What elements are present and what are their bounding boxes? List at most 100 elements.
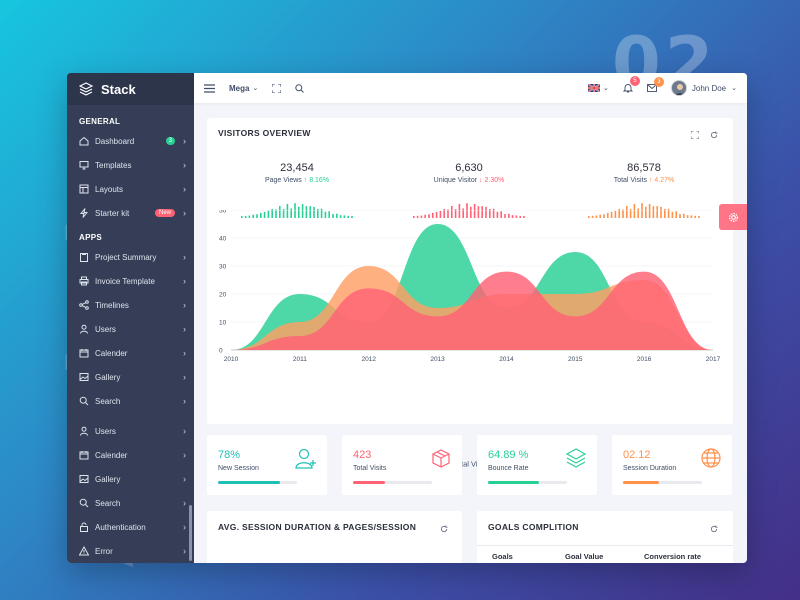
sidebar-item-starter-kit[interactable]: Starter kit New ›	[67, 201, 194, 225]
sparkline-bar	[267, 210, 270, 218]
sidebar-item-calender[interactable]: Calender ›	[67, 443, 194, 467]
chevron-right-icon: ›	[183, 522, 186, 532]
sidebar-item-label: Invoice Template	[95, 276, 155, 286]
stat-label: Total Visits ↑ 4.27%	[613, 177, 675, 184]
sparkline-bar	[439, 210, 442, 218]
sparkline-bar	[279, 206, 281, 218]
messages-button[interactable]: 3	[646, 77, 664, 92]
y-tick-label: 40	[219, 236, 227, 243]
new-badge: New	[154, 209, 175, 217]
home-icon	[79, 136, 89, 146]
y-tick-label: 50	[219, 210, 227, 215]
sidebar-item-invoice-template[interactable]: Invoice Template ›	[67, 269, 194, 293]
box-icon	[430, 447, 452, 474]
calendar-icon	[79, 348, 89, 358]
sparkline-bar	[667, 208, 670, 218]
sidebar-item-layouts[interactable]: Layouts ›	[67, 177, 194, 201]
expand-icon	[272, 83, 282, 93]
chevron-right-icon: ›	[183, 324, 186, 334]
sidebar-item-users[interactable]: Users ›	[67, 317, 194, 341]
sidebar-item-error[interactable]: Error ›	[67, 539, 194, 563]
mega-menu-button[interactable]: Mega ⌄	[229, 84, 258, 93]
sparkline-bars	[413, 203, 525, 218]
sparkline-bar	[244, 215, 247, 218]
sparkline-bar	[275, 209, 277, 218]
sidebar-item-search[interactable]: Search ›	[67, 389, 194, 413]
stat-change: ↑ 8.16%	[303, 177, 330, 184]
kpi-card-bounce-rate: 64.89 % Bounce Rate	[477, 435, 597, 495]
sidebar-item-templates[interactable]: Templates ›	[67, 153, 194, 177]
expand-card-button[interactable]	[690, 126, 700, 144]
user-avatar-icon	[671, 81, 686, 95]
sparkline-bar	[622, 209, 624, 218]
search-button[interactable]	[295, 83, 305, 93]
monitor-icon	[79, 160, 89, 170]
chevron-right-icon: ›	[183, 348, 186, 358]
series-area-unique-visitor	[231, 271, 713, 350]
kpi-card-new-session: 78% New Session	[207, 435, 327, 495]
reload-card-button[interactable]	[440, 520, 448, 538]
sidebar-item-timelines[interactable]: Timelines ›	[67, 293, 194, 317]
sparkline-bar	[645, 206, 647, 218]
sidebar-item-authentication[interactable]: Authentication ›	[67, 515, 194, 539]
y-tick-label: 30	[219, 264, 227, 271]
sidebar-item-search[interactable]: Search ›	[67, 491, 194, 515]
session-duration-title: AVG. SESSION DURATION & PAGES/SESSION	[218, 522, 417, 532]
kpi-progress-track	[218, 481, 297, 484]
kpi-progress-fill	[488, 481, 540, 484]
sidebar-item-gallery[interactable]: Gallery ›	[67, 467, 194, 491]
sidebar-item-label: Users	[95, 426, 116, 436]
sparkline-bar	[599, 214, 601, 218]
stat-label: Page Views ↑ 8.16%	[264, 177, 330, 184]
sidebar-item-project-summary[interactable]: Project Summary ›	[67, 245, 194, 269]
fullscreen-button[interactable]	[272, 83, 282, 93]
reload-card-button[interactable]	[710, 520, 718, 538]
goal-value-column-header: Goal Value	[565, 552, 604, 561]
calendar-icon	[79, 450, 89, 460]
goals-column-header: Goals	[492, 552, 513, 561]
sparkline-bar	[282, 209, 285, 218]
x-tick-label: 2011	[293, 356, 307, 363]
user-menu[interactable]: John Doe ⌄	[670, 80, 737, 96]
sparkline-bar	[588, 216, 590, 218]
sparkline-bar	[500, 211, 502, 218]
stat-label: Unique Visitor ↓ 2.30%	[433, 177, 505, 184]
sparkline-bar	[451, 206, 453, 218]
theme-settings-button[interactable]	[719, 204, 747, 230]
sidebar-item-label: Users	[95, 324, 116, 334]
kpi-label: Bounce Rate	[488, 465, 529, 472]
sidebar-item-dashboard[interactable]: Dashboard 3 ›	[67, 129, 194, 153]
brand-name: Stack	[101, 81, 136, 97]
sparkline-bar	[473, 204, 476, 218]
sparkline-bar	[256, 214, 258, 218]
reload-icon	[710, 525, 718, 533]
sidebar-item-users[interactable]: Users ›	[67, 419, 194, 443]
sidebar-scrollbar[interactable]	[189, 505, 192, 561]
bell-icon	[622, 84, 633, 93]
chevron-down-icon: ⌄	[252, 85, 259, 92]
sparkline-bar	[694, 215, 696, 218]
sidebar-item-label: Gallery	[95, 474, 121, 484]
menu-toggle-button[interactable]	[204, 83, 215, 93]
hamburger-icon	[204, 83, 215, 93]
sidebar-item-label: Search	[95, 498, 121, 508]
brand[interactable]: Stack	[67, 73, 194, 105]
kpi-card-total-visits: 423 Total Visits	[342, 435, 462, 495]
reload-card-button[interactable]	[710, 126, 718, 144]
stat-change: ↓ 2.30%	[479, 177, 505, 184]
sidebar-item-gallery[interactable]: Gallery ›	[67, 365, 194, 389]
sparkline-bar	[515, 215, 518, 218]
unlock-icon	[79, 522, 89, 532]
sparkline-bar	[332, 214, 334, 218]
notifications-button[interactable]: 5	[622, 76, 640, 93]
language-selector[interactable]: ⌄	[588, 84, 609, 92]
session-duration-card: AVG. SESSION DURATION & PAGES/SESSION	[207, 511, 462, 563]
sidebar-item-calender[interactable]: Calender ›	[67, 341, 194, 365]
sparkline-bar	[641, 203, 643, 218]
user-name: John Doe	[691, 83, 727, 93]
stat-total-visits: 86,578 Total Visits ↑ 4.27%	[584, 162, 704, 184]
stat-value: 86,578	[627, 162, 661, 174]
user-icon	[79, 324, 89, 334]
sparkline-bar	[447, 209, 449, 218]
chevron-right-icon: ›	[183, 136, 186, 146]
